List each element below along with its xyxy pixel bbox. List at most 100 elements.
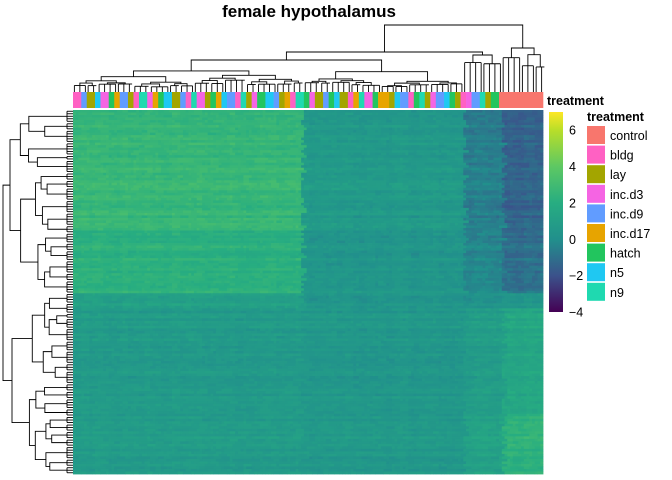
heatmap-cell (419, 212, 428, 216)
heatmap-cell (276, 160, 286, 164)
heatmap-cell (391, 110, 398, 113)
heatmap-cell (149, 112, 156, 116)
heatmap-cell (471, 125, 478, 128)
heatmap-cell (295, 115, 305, 118)
heatmap-cell (306, 165, 316, 169)
heatmap-cell (466, 212, 470, 216)
heatmap-cell (435, 190, 439, 194)
heatmap-cell (339, 122, 346, 126)
heatmap-cell (232, 222, 242, 226)
heatmap-cell (537, 238, 544, 241)
heatmap-cell (279, 120, 286, 123)
heatmap-cell (301, 185, 305, 189)
heatmap-cell (391, 233, 398, 236)
heatmap-cell (295, 187, 302, 191)
heatmap-cell (281, 140, 286, 144)
heatmap-cell (276, 205, 283, 209)
heatmap-cell (369, 220, 373, 224)
annotation-cell (94, 92, 101, 108)
heatmap-cell (413, 227, 423, 231)
heatmap-cell (419, 180, 426, 184)
heatmap-cell (215, 167, 225, 171)
heatmap-cell (158, 230, 167, 234)
heatmap-cell (215, 185, 222, 189)
heatmap-cell (125, 230, 134, 234)
heatmap-cell (493, 175, 497, 179)
heatmap-cell (251, 132, 261, 136)
heatmap-cell (430, 202, 437, 206)
heatmap-cell (210, 220, 217, 224)
heatmap-cell (389, 117, 393, 121)
heatmap-cell (306, 112, 310, 116)
heatmap-cell (240, 167, 250, 171)
heatmap-cell (180, 230, 184, 234)
heatmap-cell (328, 185, 335, 189)
heatmap-cell (507, 187, 516, 191)
heatmap-cell (147, 195, 151, 199)
heatmap-cell (215, 215, 222, 219)
heatmap-cell (424, 215, 434, 219)
heatmap-cell (350, 172, 360, 176)
heatmap-cell (158, 157, 162, 161)
heatmap-cell (155, 152, 159, 156)
heatmap-cell (235, 197, 239, 201)
heatmap-cell (204, 135, 214, 139)
heatmap-cell (268, 233, 275, 236)
heatmap-cell (303, 115, 313, 118)
heatmap-cell (254, 117, 261, 121)
heatmap-cell (240, 110, 250, 113)
heatmap-cell (182, 175, 192, 179)
heatmap-cell (534, 227, 544, 231)
heatmap-cell (94, 182, 101, 186)
heatmap-cell (92, 207, 99, 211)
dendrogram-branch (48, 319, 67, 336)
heatmap-cell (152, 122, 159, 126)
heatmap-cell (196, 147, 203, 151)
heatmap-cell (466, 145, 475, 149)
heatmap-cell (81, 225, 90, 229)
heatmap-cell (438, 240, 448, 244)
heatmap-cell (237, 233, 242, 236)
heatmap-cell (199, 200, 203, 204)
annotation-cell (323, 92, 329, 108)
heatmap-cell (389, 155, 398, 159)
heatmap-cell (158, 225, 165, 229)
heatmap-cell (435, 117, 442, 121)
heatmap-cell (449, 187, 456, 191)
heatmap-cell (133, 172, 143, 176)
heatmap-cell (499, 182, 503, 186)
heatmap-cell (499, 112, 503, 116)
heatmap-cell (163, 238, 167, 241)
heatmap-cell (89, 160, 99, 164)
heatmap-cell (358, 182, 368, 186)
heatmap-cell (488, 147, 494, 151)
heatmap-cell (402, 205, 409, 209)
heatmap-cell (196, 177, 206, 181)
heatmap-cell (188, 230, 198, 234)
heatmap-cell (78, 172, 85, 176)
heatmap-cell (515, 115, 519, 118)
heatmap-cell (364, 155, 373, 159)
heatmap-cell (540, 122, 544, 126)
heatmap-cell (171, 117, 181, 121)
heatmap-cell (259, 210, 264, 214)
heatmap-cell (336, 230, 341, 234)
heatmap-cell (526, 130, 533, 133)
heatmap-cell (237, 230, 242, 234)
heatmap-cell (526, 115, 536, 118)
heatmap-cell (276, 215, 286, 219)
heatmap-cell (174, 130, 184, 133)
heatmap-cell (119, 215, 129, 219)
heatmap-cell (147, 165, 154, 169)
heatmap-cell (383, 197, 390, 201)
heatmap-cell (207, 215, 217, 219)
annotation-cell (221, 92, 228, 108)
heatmap-cell (292, 180, 297, 184)
heatmap-cell (328, 205, 332, 209)
heatmap-cell (160, 125, 165, 128)
heatmap-cell (336, 175, 341, 179)
heatmap-cell (295, 197, 299, 201)
heatmap-cell (213, 147, 222, 151)
heatmap-cell (188, 135, 192, 139)
heatmap-cell (235, 117, 242, 121)
